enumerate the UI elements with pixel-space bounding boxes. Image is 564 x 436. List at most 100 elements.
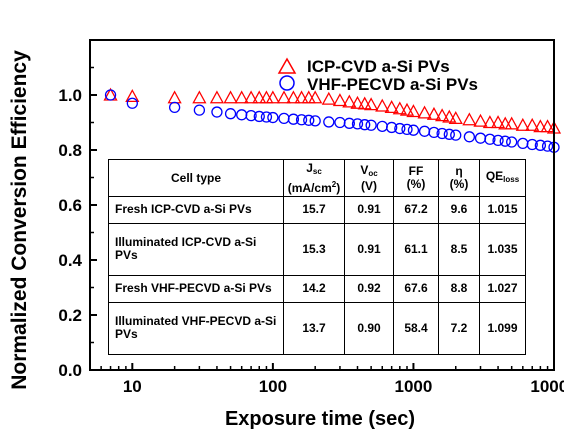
y-tick-label: 0.0 bbox=[58, 361, 82, 380]
vhf-data-point bbox=[343, 117, 356, 129]
icp-data-point bbox=[462, 112, 477, 126]
inset-table-row: Fresh ICP-CVD a-Si PVs 15.7 0.91 67.2 9.… bbox=[108, 196, 526, 224]
vhf-data-point bbox=[386, 121, 398, 134]
vhf-data-point bbox=[211, 106, 223, 118]
icp-data-point bbox=[234, 90, 249, 104]
cell-voc: 0.92 bbox=[344, 274, 394, 303]
vhf-data-point bbox=[359, 119, 371, 131]
vhf-data-point bbox=[474, 132, 487, 144]
vhf-data-point bbox=[168, 101, 181, 114]
x-tick-label: 100 bbox=[259, 377, 287, 396]
icp-data-point bbox=[540, 119, 555, 133]
cell-type: Fresh ICP-CVD a-Si PVs bbox=[108, 196, 284, 224]
vhf-data-point bbox=[104, 89, 117, 101]
vhf-data-point bbox=[376, 120, 388, 132]
vhf-data-point bbox=[506, 136, 518, 148]
icp-data-point bbox=[332, 93, 348, 107]
cell-type: Illuminated VHF-PECVD a-Si PVs bbox=[108, 301, 284, 356]
vhf-data-point bbox=[253, 110, 265, 123]
vhf-data-point bbox=[492, 134, 504, 147]
vhf-data-point bbox=[303, 114, 315, 126]
cell-type: Fresh VHF-PECVD a-Si PVs bbox=[108, 274, 284, 303]
vhf-data-point bbox=[126, 97, 138, 109]
vhf-data-point bbox=[534, 139, 547, 151]
icp-data-point bbox=[350, 95, 365, 109]
vhf-data-point bbox=[236, 109, 248, 121]
inset-table-row: Illuminated VHF-PECVD a-Si PVs 13.7 0.90… bbox=[108, 301, 526, 356]
vhf-data-point bbox=[309, 115, 321, 127]
x-axis-label: Exposure time (sec) bbox=[225, 408, 415, 430]
cell-qe-loss: 1.015 bbox=[479, 196, 526, 224]
vhf-data-point bbox=[193, 104, 206, 116]
cell-jsc: 13.7 bbox=[283, 301, 345, 356]
vhf-data-point bbox=[499, 135, 511, 147]
vhf-data-point bbox=[245, 109, 257, 122]
icp-data-point bbox=[276, 90, 292, 104]
cell-voc: 0.91 bbox=[344, 196, 394, 224]
icp-data-point bbox=[265, 90, 280, 104]
vhf-data-point bbox=[394, 122, 406, 135]
header-cell-type: Cell type bbox=[108, 159, 284, 197]
cell-jsc: 15.7 bbox=[283, 196, 345, 224]
vhf-data-point bbox=[267, 111, 279, 124]
legend-label-vhf: VHF-PECVD a-Si PVs bbox=[307, 75, 478, 94]
icp-data-point bbox=[308, 90, 323, 104]
icp-data-point bbox=[515, 117, 530, 131]
legend: ICP-CVD a-Si PVs VHF-PECVD a-Si PVs bbox=[277, 57, 478, 94]
vhf-data-point bbox=[526, 138, 538, 151]
icp-data-point bbox=[504, 116, 519, 130]
inset-table-row: Illuminated ICP-CVD a-Si PVs 15.3 0.91 6… bbox=[108, 222, 526, 276]
icp-data-point bbox=[342, 94, 357, 108]
y-tick-label: 1.0 bbox=[58, 86, 82, 105]
icp-data-point bbox=[223, 90, 238, 104]
icp-data-point bbox=[167, 90, 182, 104]
y-axis-label: Normalized Conversion Efficiency bbox=[8, 50, 31, 390]
icp-data-point bbox=[192, 90, 207, 104]
legend-marker-vhf bbox=[279, 75, 295, 91]
cell-ff: 67.2 bbox=[393, 196, 439, 224]
legend-marker-icp bbox=[277, 57, 297, 74]
axis-ticks: 0.0 0.2 0.4 0.6 0.8 1.0 10 100 1000 10000 bbox=[58, 66, 564, 396]
vhf-data-point bbox=[443, 128, 455, 140]
y-tick-label: 0.6 bbox=[58, 196, 82, 215]
vhf-data-point bbox=[450, 129, 462, 141]
icp-data-point bbox=[525, 117, 540, 131]
legend-label-icp: ICP-CVD a-Si PVs bbox=[307, 57, 450, 76]
cell-type: Illuminated ICP-CVD a-Si PVs bbox=[108, 222, 284, 276]
icp-data-point bbox=[209, 90, 225, 104]
vhf-data-point bbox=[224, 108, 237, 120]
cell-ff: 58.4 bbox=[393, 301, 439, 356]
vhf-data-point bbox=[295, 114, 308, 126]
icp-data-point bbox=[533, 119, 548, 133]
icp-data-point bbox=[448, 111, 463, 125]
cell-qe-loss: 1.099 bbox=[479, 301, 526, 356]
icp-data-point bbox=[473, 113, 488, 127]
vhf-data-point bbox=[278, 112, 290, 125]
cell-qe-loss: 1.027 bbox=[479, 274, 526, 303]
icp-data-point bbox=[384, 100, 399, 114]
y-tick-label: 0.8 bbox=[58, 141, 82, 160]
x-tick-label: 10000 bbox=[530, 377, 564, 396]
cell-voc: 0.91 bbox=[344, 222, 394, 276]
icp-data-point bbox=[482, 115, 498, 129]
vhf-data-point bbox=[407, 124, 420, 136]
icp-data-point bbox=[490, 115, 506, 129]
icp-data-point bbox=[406, 104, 421, 118]
cell-eta: 7.2 bbox=[438, 301, 480, 356]
vhf-data-point bbox=[418, 125, 431, 137]
cell-qe-loss: 1.035 bbox=[479, 222, 526, 276]
vhf-data-point bbox=[287, 113, 300, 125]
icp-data-point bbox=[294, 90, 309, 104]
vhf-data-point bbox=[517, 137, 529, 150]
icp-data-point bbox=[392, 101, 407, 115]
header-eta: η (%) bbox=[438, 159, 480, 197]
vhf-data-point bbox=[436, 127, 448, 140]
header-jsc: Jsc (mA/cm2) bbox=[283, 159, 345, 197]
x-tick-label: 10 bbox=[123, 377, 142, 396]
icp-data-point bbox=[435, 108, 450, 122]
vhf-data-point bbox=[428, 126, 440, 139]
icp-data-point bbox=[252, 90, 267, 104]
header-voc: Voc (V) bbox=[344, 159, 394, 197]
icp-data-point bbox=[286, 90, 301, 104]
